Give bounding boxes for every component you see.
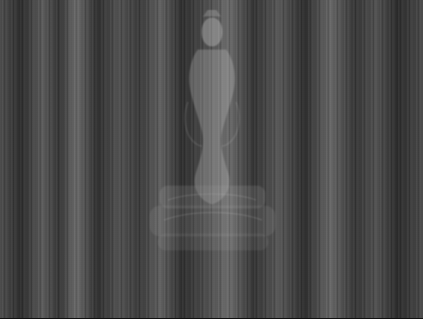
vertical-stripes <box>0 0 423 318</box>
noise-overlay <box>0 0 423 318</box>
statue-figure-icon <box>150 10 275 250</box>
bottom-border <box>0 318 423 319</box>
striped-photo <box>0 0 423 318</box>
